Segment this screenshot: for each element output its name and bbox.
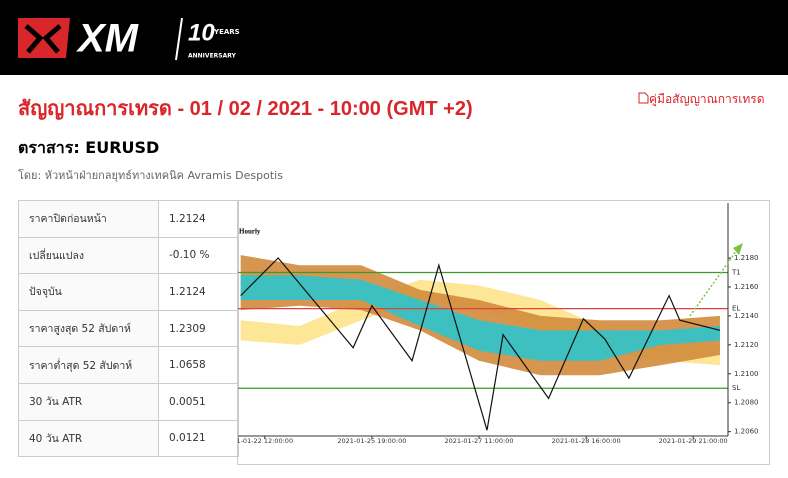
- table-row: 40 วัน ATR 0.0121: [18, 419, 239, 458]
- stat-value: 1.0658: [158, 346, 239, 384]
- band: [240, 275, 720, 361]
- x-tick-label: 2021-01-29 21:00:00: [659, 437, 728, 445]
- level-label: EL: [732, 305, 740, 313]
- logo-years-word: YEARS: [213, 28, 240, 36]
- table-row: เปลี่ยนแปลง -0.10 %: [18, 236, 239, 275]
- y-tick-label: 1.2140: [734, 312, 759, 320]
- table-row: 30 วัน ATR 0.0051: [18, 382, 239, 421]
- y-tick-label: 1.2180: [734, 254, 759, 262]
- logo-mark-x: [24, 24, 62, 54]
- level-label: SL: [732, 384, 740, 392]
- y-tick-label: 1.2160: [734, 283, 759, 291]
- stat-label: 40 วัน ATR: [18, 419, 159, 458]
- pdf-icon: [638, 92, 649, 104]
- y-tick-label: 1.2100: [734, 370, 759, 378]
- y-tick-label: 1.2060: [734, 428, 759, 436]
- stat-value: -0.10 %: [158, 236, 239, 275]
- table-row: ปัจจุบัน 1.2124: [18, 273, 239, 311]
- arrow-head: [733, 243, 743, 255]
- x-tick-label: 1-01-22 12:00:00: [238, 437, 293, 445]
- table-row: ราคาต่ำสุด 52 สัปดาห์ 1.0658: [18, 346, 239, 384]
- y-tick-label: 1.2120: [734, 341, 759, 349]
- author: โดย: หัวหน้าฝ่ายกลยุทธ์ทางเทคนิค Avramis…: [18, 169, 283, 182]
- stat-label: ราคาสูงสุด 52 สัปดาห์: [18, 309, 159, 348]
- chart: T1 EL SL 1.2180 1.2160 1.2140 1.2120 1.2100 1.20…: [238, 203, 759, 445]
- page-title: สัญญาณการเทรด - 01 / 02 / 2021 - 10:00 (…: [18, 98, 473, 120]
- logo-divider: [175, 17, 183, 61]
- price-line: [240, 257, 721, 431]
- stat-label: เปลี่ยนแปลง: [18, 236, 159, 275]
- stat-value: 1.2124: [158, 200, 239, 238]
- stat-value: 1.2124: [158, 273, 239, 311]
- x-tick-label: 2021-01-28 16:00:00: [552, 437, 621, 445]
- stat-value: 1.2309: [158, 309, 239, 348]
- stat-label: ราคาต่ำสุด 52 สัปดาห์: [18, 346, 159, 384]
- level-label: T1: [731, 268, 741, 276]
- chart-label: Hourly: [239, 228, 261, 236]
- band: [240, 255, 720, 376]
- logo[interactable]: XM 10 YEARS ANNIVERSARY: [0, 0, 260, 75]
- table-row: ราคาสูงสุด 52 สัปดาห์ 1.2309: [18, 309, 239, 348]
- logo-years: 10: [188, 19, 215, 46]
- instrument: ตราสาร: EURUSD: [18, 138, 160, 157]
- x-tick-label: 2021-01-27 11:00:00: [444, 437, 513, 445]
- stat-label: ปัจจุบัน: [18, 273, 159, 311]
- chart-frame: [237, 200, 770, 465]
- stat-label: ราคาปิดก่อนหน้า: [18, 200, 159, 238]
- stats-table: ราคาปิดก่อนหน้า 1.2124 เปลี่ยนแปลง -0.10 % ป…: [18, 200, 239, 458]
- stat-value: 0.0121: [158, 419, 239, 458]
- x-tick-label: 2021-01-25 19:00:00: [337, 437, 406, 445]
- stat-value: 0.0051: [158, 382, 239, 421]
- header: XM 10 YEARS ANNIVERSARY: [0, 0, 788, 75]
- stat-label: 30 วัน ATR: [18, 382, 159, 421]
- logo-anniversary: ANNIVERSARY: [188, 53, 237, 60]
- y-tick-label: 1.2080: [734, 399, 759, 407]
- projection-arrow: [689, 249, 738, 317]
- guide-link-text[interactable]: คู่มือสัญญาณการเทรด: [649, 92, 765, 106]
- logo-brand: XM: [76, 17, 140, 61]
- guide-link[interactable]: คู่มือสัญญาณการเทรด: [638, 90, 765, 109]
- table-row: ราคาปิดก่อนหน้า 1.2124: [18, 200, 239, 238]
